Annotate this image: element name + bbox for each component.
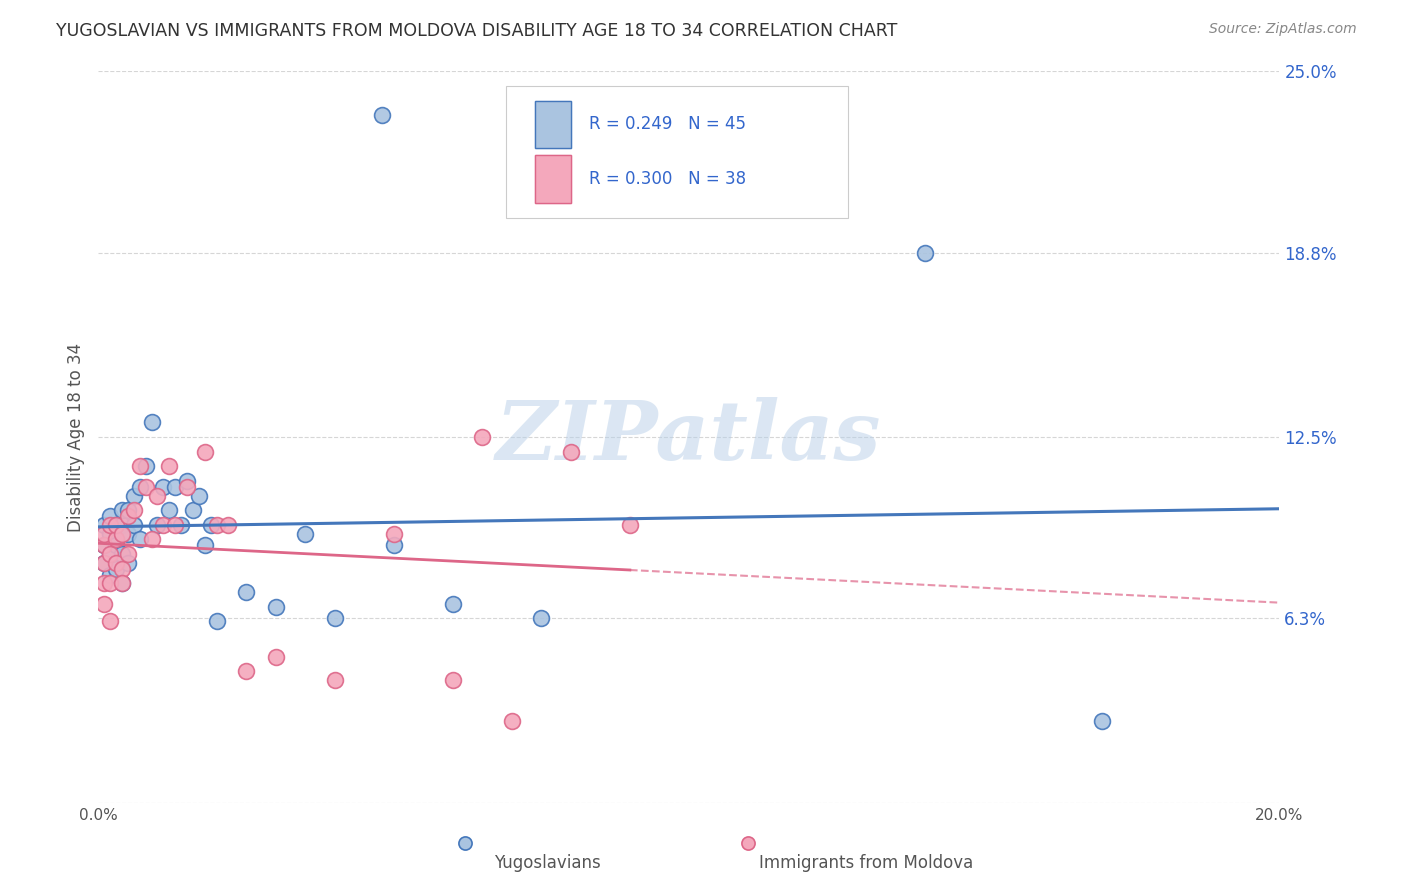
- Text: Immigrants from Moldova: Immigrants from Moldova: [759, 854, 973, 872]
- Point: [105, 517, 128, 532]
- Point: [93, 538, 115, 552]
- Point: [501, 714, 523, 728]
- Point: [98, 517, 121, 532]
- Point: [157, 503, 180, 517]
- Point: [93, 538, 115, 552]
- Point: [205, 517, 228, 532]
- Point: [128, 459, 150, 474]
- Bar: [536, 101, 571, 148]
- Text: Yugoslavians: Yugoslavians: [494, 854, 600, 872]
- Bar: [536, 155, 571, 203]
- Point: [98, 509, 121, 524]
- Point: [105, 556, 128, 570]
- Point: [560, 444, 582, 458]
- Point: [176, 474, 198, 488]
- Point: [194, 444, 217, 458]
- Point: [205, 615, 228, 629]
- Point: [1091, 714, 1114, 728]
- Point: [135, 480, 157, 494]
- Point: [111, 562, 134, 576]
- Point: [122, 517, 145, 532]
- Point: [105, 533, 128, 547]
- Point: [135, 459, 157, 474]
- Point: [105, 517, 128, 532]
- Point: [441, 597, 464, 611]
- Point: [117, 526, 139, 541]
- Point: [128, 480, 150, 494]
- Y-axis label: Disability Age 18 to 34: Disability Age 18 to 34: [66, 343, 84, 532]
- Text: YUGOSLAVIAN VS IMMIGRANTS FROM MOLDOVA DISABILITY AGE 18 TO 34 CORRELATION CHART: YUGOSLAVIAN VS IMMIGRANTS FROM MOLDOVA D…: [56, 22, 897, 40]
- Point: [371, 108, 394, 122]
- Point: [117, 509, 139, 524]
- Point: [98, 576, 121, 591]
- Point: [111, 503, 134, 517]
- Point: [235, 664, 257, 678]
- Point: [200, 517, 222, 532]
- Point: [93, 556, 115, 570]
- Point: [323, 673, 346, 687]
- Point: [105, 538, 128, 552]
- Point: [93, 576, 115, 591]
- Point: [111, 576, 134, 591]
- Point: [146, 517, 169, 532]
- Point: [128, 533, 150, 547]
- Text: R = 0.300   N = 38: R = 0.300 N = 38: [589, 170, 745, 188]
- Point: [105, 533, 128, 547]
- Point: [98, 526, 121, 541]
- Point: [181, 503, 204, 517]
- Text: R = 0.249   N = 45: R = 0.249 N = 45: [589, 115, 745, 134]
- Point: [471, 430, 494, 444]
- Point: [141, 416, 163, 430]
- Point: [98, 615, 121, 629]
- Point: [264, 599, 287, 614]
- Point: [264, 649, 287, 664]
- Point: [323, 611, 346, 625]
- Point: [157, 459, 180, 474]
- Point: [105, 562, 128, 576]
- Point: [235, 585, 257, 599]
- Point: [165, 517, 187, 532]
- Text: Source: ZipAtlas.com: Source: ZipAtlas.com: [1209, 22, 1357, 37]
- Point: [152, 517, 174, 532]
- Bar: [536, 155, 571, 203]
- Point: [111, 526, 134, 541]
- Point: [382, 526, 405, 541]
- Point: [98, 547, 121, 561]
- Point: [93, 556, 115, 570]
- Point: [93, 526, 115, 541]
- Point: [382, 538, 405, 552]
- Point: [152, 480, 174, 494]
- Bar: [536, 101, 571, 148]
- Point: [111, 547, 134, 561]
- Point: [530, 611, 553, 625]
- Point: [217, 517, 239, 532]
- Point: [117, 503, 139, 517]
- Point: [187, 489, 209, 503]
- Point: [98, 567, 121, 582]
- Point: [93, 517, 115, 532]
- Point: [441, 673, 464, 687]
- Point: [117, 556, 139, 570]
- Point: [176, 480, 198, 494]
- Point: [194, 538, 217, 552]
- Point: [619, 517, 641, 532]
- Point: [111, 576, 134, 591]
- Point: [165, 480, 187, 494]
- Point: [146, 489, 169, 503]
- Point: [122, 489, 145, 503]
- Point: [111, 517, 134, 532]
- Text: ZIPatlas: ZIPatlas: [496, 397, 882, 477]
- Point: [122, 503, 145, 517]
- Point: [93, 597, 115, 611]
- Point: [98, 547, 121, 561]
- Point: [170, 517, 193, 532]
- Point: [914, 245, 936, 260]
- Point: [141, 533, 163, 547]
- FancyBboxPatch shape: [506, 86, 848, 218]
- Point: [294, 526, 316, 541]
- Point: [117, 547, 139, 561]
